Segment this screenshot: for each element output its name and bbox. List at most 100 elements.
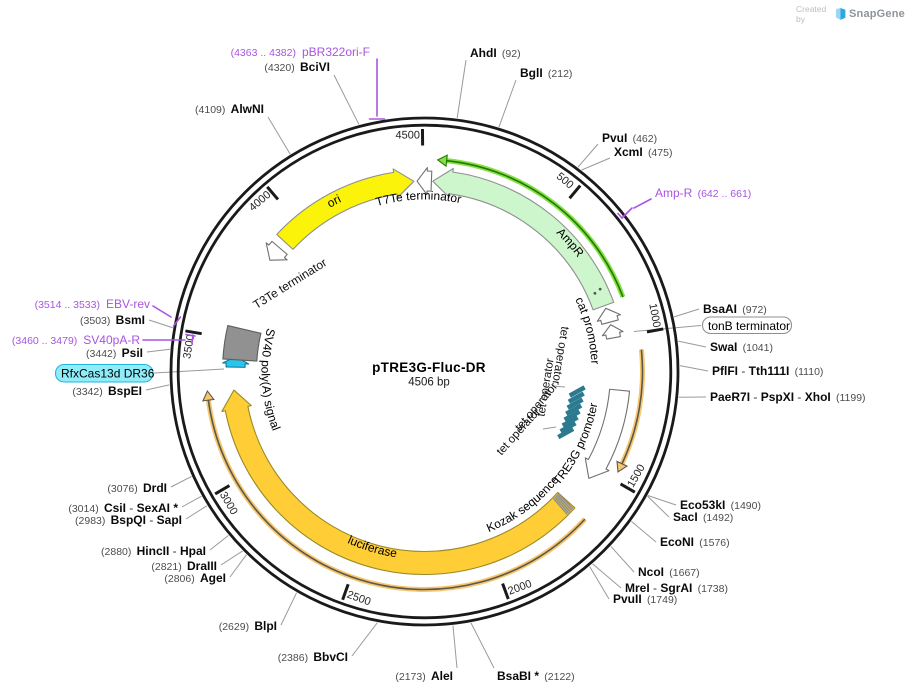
- tet-operator-bar[interactable]: [568, 385, 586, 398]
- primer-label-amp-r[interactable]: Amp-R (642 .. 661): [655, 186, 751, 200]
- feature-label-t3te-terminator[interactable]: T3Te terminator: [251, 255, 330, 311]
- site-label-ncoi[interactable]: NcoI (1667): [638, 565, 700, 579]
- feature-ampr[interactable]: [432, 167, 615, 311]
- site-label-hincii-hpai[interactable]: (2880) HincII - HpaI: [101, 544, 206, 558]
- site-label-bsabi-[interactable]: BsaBI * (2122): [497, 669, 575, 683]
- site-leader-xcmi: [581, 157, 611, 171]
- feature-label-tet-operator[interactable]: tet operator: [549, 325, 570, 385]
- site-leader-alei: [452, 625, 458, 669]
- tet-operator-bar[interactable]: [563, 409, 581, 422]
- site-label-saci[interactable]: SacI (1492): [673, 510, 733, 524]
- tet-operator-bar[interactable]: [567, 391, 585, 404]
- site-label-alwni[interactable]: (4109) AlwNI: [195, 102, 264, 116]
- orf-arc-bottom-line: [207, 400, 586, 591]
- site-leader-pflfi-tth111i: [679, 365, 709, 372]
- primer-label-sv40pa-r[interactable]: (3460 .. 3479) SV40pA-R: [12, 333, 140, 347]
- site-label-agei[interactable]: (2806) AgeI: [164, 571, 226, 585]
- primer-mark-ebv-rev: [152, 305, 172, 318]
- tick-4000: [266, 185, 280, 201]
- ampr-gene-arc-line: [446, 159, 624, 298]
- feature-t7te-terminator[interactable]: [416, 166, 433, 196]
- ampr-gene-arc-arrowhead: [436, 154, 448, 168]
- site-label-pvuii[interactable]: PvuII (1749): [613, 592, 677, 606]
- rfxcas13d-dr36-label-box[interactable]: [54, 363, 154, 383]
- feature-sv40-polya[interactable]: [222, 324, 262, 362]
- primer-mark-amp-r: [617, 212, 623, 219]
- site-label-draiii[interactable]: (2821) DraIII: [151, 559, 217, 573]
- site-leader-swai: [678, 340, 707, 348]
- tick-3500: [185, 329, 202, 336]
- feature-ori[interactable]: [276, 168, 415, 250]
- site-label-bspei[interactable]: (3342) BspEI: [72, 384, 142, 398]
- snapgene-credit: Created by SnapGene: [796, 4, 905, 24]
- primer-mark-amp-r: [621, 207, 633, 219]
- orf-arc-bottom-arrowhead: [202, 390, 215, 402]
- tonb-terminator-text[interactable]: tonB terminator: [708, 319, 790, 333]
- site-leader-drdi: [170, 475, 192, 488]
- site-label-bgli[interactable]: BglI (212): [520, 66, 572, 80]
- feature-t3te-terminator[interactable]: [265, 240, 288, 261]
- tet-operator-bar[interactable]: [565, 403, 583, 416]
- feature-tre3g-promoter[interactable]: [584, 388, 631, 479]
- site-label-bspqi-sapi[interactable]: (2983) BspQI - SapI: [75, 513, 182, 527]
- primer-label-ebv-rev[interactable]: (3514 .. 3533) EBV-rev: [35, 297, 150, 311]
- site-label-mrei-sgrai[interactable]: MreI - SgrAI (1738): [625, 581, 728, 595]
- tet-operator-bar[interactable]: [566, 397, 584, 410]
- site-label-pflfi-tth111i[interactable]: PflFI - Tth111I (1110): [712, 364, 823, 378]
- site-label-pvui[interactable]: PvuI (462): [602, 131, 657, 145]
- site-label-alei[interactable]: (2173) AleI: [395, 669, 453, 683]
- rfxcas13d-dr36-label-text[interactable]: RfxCas13d DR36: [61, 367, 155, 381]
- site-leader-bgli: [498, 79, 517, 128]
- site-label-bbvci[interactable]: (2386) BbvCI: [278, 650, 348, 664]
- ampr-truncation-dot: [598, 287, 602, 291]
- primer-label-pbr322ori-f[interactable]: (4363 .. 4382) pBR322ori-F: [231, 45, 370, 59]
- tick-3000: [214, 484, 231, 496]
- site-label-bsmi[interactable]: (3503) BsmI: [80, 313, 145, 327]
- tick-label-4500: 4500: [395, 129, 420, 141]
- site-leader-pvui: [577, 143, 599, 168]
- site-label-xcmi[interactable]: XcmI (475): [614, 145, 672, 159]
- site-leader-psii: [146, 348, 171, 353]
- site-label-econi[interactable]: EcoNI (1576): [660, 535, 730, 549]
- primer-mark-ebv-rev: [172, 316, 182, 327]
- feature-cat-promoter-1[interactable]: [596, 307, 621, 325]
- site-label-eco53ki[interactable]: Eco53kI (1490): [680, 498, 761, 512]
- rfxcas13d-dr36-label-leader: [153, 368, 225, 374]
- site-leader-saci: [647, 495, 670, 518]
- created-by-text: Created by: [796, 4, 827, 24]
- site-label-ahdi[interactable]: AhdI (92): [470, 46, 521, 60]
- site-label-bsaai[interactable]: BsaAI (972): [703, 302, 767, 316]
- feature-label-sv40-poly-a-signal[interactable]: SV40 poly(A) signal: [258, 327, 283, 432]
- primer-mark-amp-r: [633, 198, 652, 209]
- tick-label-3000: 3000: [217, 490, 240, 517]
- ampr-truncation-dot: [593, 291, 597, 295]
- feature-cat-promoter-2[interactable]: [601, 324, 624, 340]
- site-leader-econi: [631, 520, 657, 543]
- site-label-paer7i-pspxi-xhoi[interactable]: PaeR7I - PspXI - XhoI (1199): [710, 390, 866, 404]
- site-label-psii[interactable]: (3442) PsiI: [86, 346, 143, 360]
- site-leader-ncoi: [610, 546, 635, 573]
- tick-label-1500: 1500: [625, 462, 648, 489]
- tet-operator-bar[interactable]: [557, 426, 575, 440]
- site-leader-mrei-sgrai: [592, 563, 622, 589]
- site-label-drdi[interactable]: (3076) DrdI: [107, 481, 167, 495]
- site-label-swai[interactable]: SwaI (1041): [710, 340, 773, 354]
- tet-operator-bar[interactable]: [559, 421, 577, 434]
- orf-arc-right-arrowhead: [616, 460, 629, 473]
- site-label-blpi[interactable]: (2629) BlpI: [219, 619, 277, 633]
- tet-operator-bar[interactable]: [561, 415, 579, 428]
- snapgene-logo-icon: [836, 7, 846, 20]
- snapgene-brand-text: SnapGene: [848, 8, 905, 20]
- site-leader-draiii: [220, 550, 243, 566]
- tonb-terminator-box[interactable]: [701, 316, 793, 335]
- site-label-csii-sexai-[interactable]: (3014) CsiI - SexAI *: [68, 501, 178, 515]
- tick-2500: [341, 583, 350, 601]
- feature-label-tet-operator[interactable]: tet operator: [495, 406, 543, 458]
- tet-operator-leader: [551, 385, 566, 388]
- feature-luciferase[interactable]: [221, 389, 576, 576]
- plasmid-size: 4506 bp: [408, 377, 450, 389]
- site-label-bcivi[interactable]: (4320) BciVI: [264, 60, 330, 74]
- kozak-hatch: [552, 497, 568, 515]
- site-leader-alwni: [267, 116, 291, 155]
- site-leader-hincii-hpai: [209, 535, 229, 551]
